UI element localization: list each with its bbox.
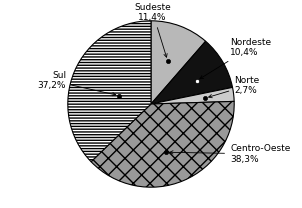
Wedge shape [91,101,234,187]
Text: Centro-Oeste
38,3%: Centro-Oeste 38,3% [170,144,291,164]
Text: Norte
2,7%: Norte 2,7% [209,76,259,98]
Wedge shape [151,21,206,104]
Wedge shape [151,41,233,104]
Text: Sul
37,2%: Sul 37,2% [38,71,116,96]
Wedge shape [151,87,234,104]
Text: Nordeste
10,4%: Nordeste 10,4% [200,38,271,79]
Text: Sudeste
11,4%: Sudeste 11,4% [134,3,171,57]
Wedge shape [68,21,151,162]
